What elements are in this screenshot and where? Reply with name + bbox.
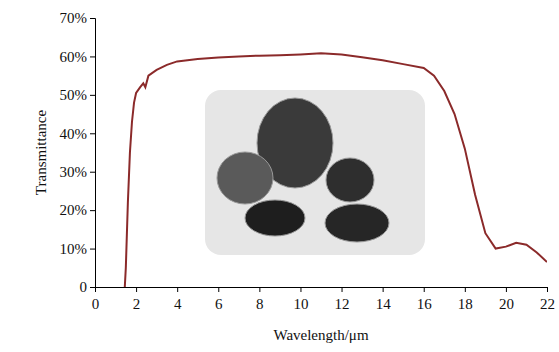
x-tick-label: 14 <box>376 296 392 312</box>
y-tick-mark <box>90 18 95 19</box>
x-tick: 8 <box>256 287 264 312</box>
y-tick-label: 50% <box>60 87 88 103</box>
inset-lens <box>245 200 305 236</box>
x-tick: 0 <box>92 287 100 312</box>
x-tick-label: 12 <box>335 296 350 312</box>
y-tick: 50% <box>60 87 96 103</box>
y-tick-label: 10% <box>60 241 88 257</box>
y-tick: 30% <box>60 164 96 180</box>
x-tick-mark <box>218 287 219 292</box>
x-tick-label: 4 <box>174 296 182 312</box>
x-tick-mark <box>506 287 507 292</box>
x-tick: 20 <box>499 287 514 312</box>
y-tick-mark <box>90 95 95 96</box>
x-tick: 22 <box>540 287 555 312</box>
y-tick-label: 70% <box>60 10 88 26</box>
x-tick-label: 6 <box>215 296 223 312</box>
x-axis: 0 2 4 6 8 10 12 14 16 18 20 22 <box>92 287 555 312</box>
series-group <box>125 53 547 287</box>
y-tick-label: 0 <box>80 279 88 295</box>
y-tick: 70% <box>60 10 96 26</box>
x-tick-mark <box>465 287 466 292</box>
x-tick: 2 <box>133 287 141 312</box>
y-axis: 0 10% 20% 30% 40% 50% 60% 70% <box>60 10 96 295</box>
chart: 0 2 4 6 8 10 12 14 16 18 20 22 0 10% 20% 30% 40% 50% 60% 70… <box>0 0 559 352</box>
inset-photo <box>205 90 425 255</box>
inset-lens <box>217 152 273 204</box>
y-tick-label: 40% <box>60 126 88 142</box>
x-tick: 10 <box>293 287 308 312</box>
x-tick-mark <box>547 287 548 292</box>
x-tick-label: 22 <box>540 296 555 312</box>
y-tick: 0 <box>80 279 96 295</box>
x-axis-title: Wavelength/μm <box>273 327 368 343</box>
y-tick-mark <box>90 249 95 250</box>
y-tick: 20% <box>60 202 96 218</box>
y-tick-mark <box>90 172 95 173</box>
transmittance-line <box>125 53 547 287</box>
x-tick-mark <box>177 287 178 292</box>
inset-background <box>205 90 425 255</box>
x-tick-label: 2 <box>133 296 141 312</box>
x-tick: 16 <box>417 287 433 312</box>
y-axis-title: Transmittance <box>33 110 49 196</box>
x-tick-mark <box>383 287 384 292</box>
y-tick-label: 60% <box>60 49 88 65</box>
x-tick: 4 <box>174 287 182 312</box>
x-tick-label: 20 <box>499 296 514 312</box>
inset-lens <box>326 158 374 202</box>
y-tick-label: 30% <box>60 164 88 180</box>
y-tick-mark <box>90 56 95 57</box>
inset-lens <box>325 204 389 242</box>
x-tick-label: 18 <box>458 296 473 312</box>
x-tick-mark <box>424 287 425 292</box>
y-tick-mark <box>90 287 95 288</box>
y-axis-line <box>90 19 96 288</box>
y-tick: 10% <box>60 241 96 257</box>
x-tick-mark <box>259 287 260 292</box>
x-axis-line <box>96 288 548 293</box>
y-tick-mark <box>90 210 95 211</box>
x-tick-label: 16 <box>417 296 433 312</box>
x-tick: 14 <box>376 287 392 312</box>
x-tick-label: 10 <box>293 296 308 312</box>
y-tick: 40% <box>60 126 96 142</box>
plot: 0 2 4 6 8 10 12 14 16 18 20 22 0 10% 20% 30% 40% 50% 60% 70… <box>60 10 556 312</box>
x-tick-mark <box>136 287 137 292</box>
x-tick-mark <box>342 287 343 292</box>
y-tick: 60% <box>60 49 96 65</box>
x-tick-label: 0 <box>92 296 100 312</box>
x-tick: 12 <box>335 287 350 312</box>
x-tick-mark <box>300 287 301 292</box>
x-tick: 6 <box>215 287 223 312</box>
y-tick-mark <box>90 133 95 134</box>
x-tick-label: 8 <box>256 296 264 312</box>
x-tick: 18 <box>458 287 473 312</box>
y-tick-label: 20% <box>60 202 88 218</box>
